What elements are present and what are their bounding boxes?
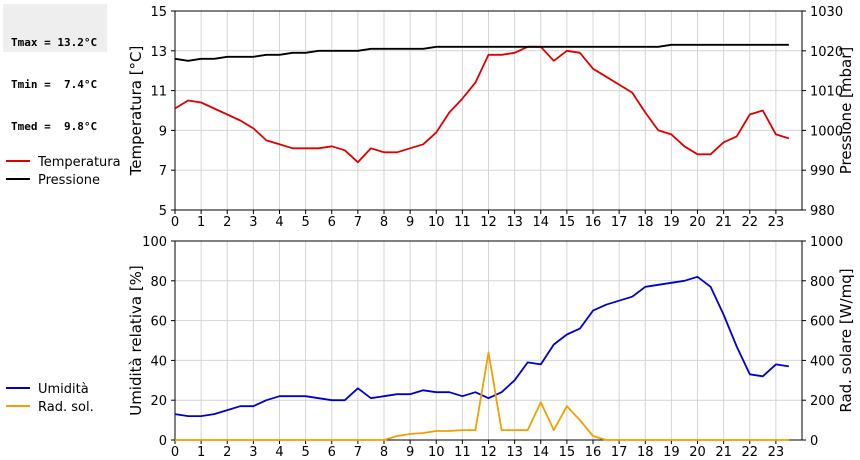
x-tick-label: 8 [380,445,388,460]
x-tick-label: 14 [532,215,549,230]
legend-label: Pressione [38,173,100,188]
x-tick-label: 20 [689,445,706,460]
y-tick-label: 5 [159,204,167,219]
x-tick-label: 6 [328,445,336,460]
legend-label: Umidità [38,382,89,397]
y-tick-label: 11 [150,85,167,100]
y2-tick-label: 600 [810,315,835,330]
legend-label: Temperatura [37,155,121,170]
x-tick-label: 1 [197,445,205,460]
x-tick-label: 22 [741,215,758,230]
x-tick-label: 9 [406,445,414,460]
y2-tick-label: 0 [810,434,818,449]
y-tick-label: 15 [150,5,167,20]
x-tick-label: 0 [171,445,179,460]
plot-frame [174,10,803,211]
x-tick-label: 20 [689,215,706,230]
x-tick-label: 7 [354,445,362,460]
x-tick-label: 13 [506,445,523,460]
y2-axis-label: Rad. solare [W/mq] [837,268,855,412]
y-tick-label: 20 [150,394,167,409]
x-tick-label: 12 [480,215,497,230]
y2-tick-label: 200 [810,394,835,409]
x-tick-label: 4 [275,215,283,230]
y2-tick-label: 1030 [810,5,843,20]
y-axis-label: Umidità relativa [%] [127,265,145,416]
x-tick-label: 2 [223,445,231,460]
x-tick-label: 16 [585,215,602,230]
x-tick-label: 16 [585,445,602,460]
x-tick-label: 0 [171,215,179,230]
y-tick-label: 9 [159,124,167,139]
x-tick-label: 13 [506,215,523,230]
series-line-pressione [174,43,789,62]
x-tick-label: 10 [428,445,445,460]
x-tick-label: 21 [715,215,732,230]
x-tick-label: 11 [454,445,471,460]
y-tick-label: 80 [150,275,167,290]
x-tick-label: 2 [223,215,231,230]
y2-tick-label: 1020 [810,45,843,60]
tmax-text: Tmax = 13.2°C [11,36,98,49]
x-tick-label: 17 [611,215,628,230]
x-tick-label: 10 [428,215,445,230]
x-tick-label: 5 [301,445,309,460]
x-tick-label: 7 [354,215,362,230]
tmed-text: Tmed = 9.8°C [11,120,98,133]
y-tick-label: 7 [159,164,167,179]
x-tick-label: 1 [197,215,205,230]
x-tick-label: 6 [328,215,336,230]
y2-tick-label: 400 [810,354,835,369]
x-tick-label: 22 [741,445,758,460]
y2-tick-label: 1000 [810,235,843,250]
x-tick-label: 11 [454,215,471,230]
x-tick-label: 17 [611,445,628,460]
y2-tick-label: 990 [810,164,835,179]
y-tick-label: 100 [142,235,167,250]
y-tick-label: 60 [150,315,167,330]
x-tick-label: 15 [559,445,576,460]
x-tick-label: 15 [559,215,576,230]
y2-tick-label: 800 [810,275,835,290]
x-tick-label: 23 [768,445,785,460]
series-line-temperatura [174,45,790,164]
y2-tick-label: 980 [810,204,835,219]
x-tick-label: 3 [249,215,257,230]
y-tick-label: 13 [150,45,167,60]
x-tick-label: 9 [406,215,414,230]
x-tick-label: 4 [275,445,283,460]
y-tick-label: 0 [159,434,167,449]
plot-frame [174,240,803,441]
x-tick-label: 5 [301,215,309,230]
y-tick-label: 40 [150,354,167,369]
x-tick-label: 18 [637,215,654,230]
y-axis-label: Temperatura [°C] [127,46,145,177]
x-tick-label: 14 [532,445,549,460]
y2-tick-label: 1010 [810,85,843,100]
x-tick-label: 19 [663,445,680,460]
series-line-rad-sol- [175,351,789,441]
y2-tick-label: 1000 [810,124,843,139]
stats-box: Tmax = 13.2°C Tmin = 7.4°C Tmed = 9.8°C [3,4,107,133]
x-tick-label: 18 [637,445,654,460]
legend-label: Rad. sol. [38,400,94,415]
x-tick-label: 19 [663,215,680,230]
x-tick-label: 12 [480,445,497,460]
x-tick-label: 23 [768,215,785,230]
tmin-text: Tmin = 7.4°C [11,78,98,91]
y2-axis-label: Pressione [mbar] [837,47,855,175]
x-tick-label: 8 [380,215,388,230]
x-tick-label: 21 [715,445,732,460]
x-tick-label: 3 [249,445,257,460]
